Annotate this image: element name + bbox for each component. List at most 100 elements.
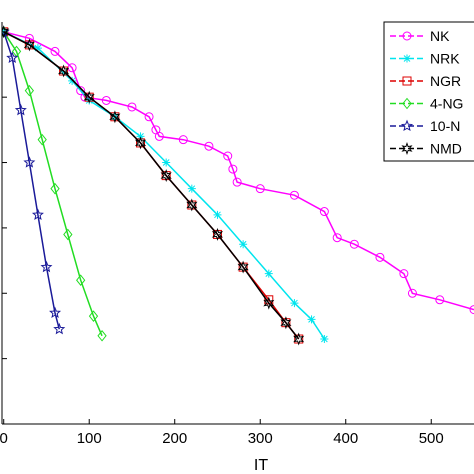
data-point [127,102,137,112]
data-point [289,190,299,200]
legend-item: 4-NG [390,96,463,112]
legend-marker [402,31,412,41]
legend-label: 10-N [430,118,460,134]
legend-item: NK [390,28,450,44]
x-tick-label: 500 [419,430,444,447]
legend-item: NGR [390,73,461,89]
data-point [263,296,275,310]
data-point [237,260,249,274]
data-point [63,228,73,241]
legend-marker [403,54,411,63]
data-point [53,322,66,335]
data-point [162,158,171,167]
data-point [307,315,316,324]
data-point [109,110,121,124]
data-point [349,239,359,249]
data-point [186,198,198,212]
legend-label: 4-NG [430,96,463,112]
data-point [136,132,145,141]
data-point [320,335,329,344]
x-tick-label: 0 [0,430,8,447]
series-nrk [2,27,329,344]
data-point [134,136,147,150]
series-line [3,31,103,337]
legend-box [383,21,474,162]
data-point [23,156,36,168]
legend: NK NRK NGR 4-NG 10-N NMD [383,21,474,162]
x-tick-label: 100 [77,430,102,447]
data-point [144,112,154,122]
data-point [31,208,44,220]
data-point [24,33,34,43]
series-line [3,31,300,340]
x-tick-label: 200 [162,430,187,447]
data-point [204,141,214,151]
data-point [37,133,47,146]
x-axis-label: IT [254,457,268,474]
data-point [50,46,60,56]
data-point [290,299,299,308]
data-point [50,182,60,195]
series-nmd [2,25,305,346]
data-point [375,252,385,262]
data-point [178,135,188,145]
data-point [469,305,474,315]
data-point [280,316,292,330]
data-point [293,332,305,346]
legend-marker [402,76,412,86]
legend-item: NMD [390,141,462,157]
series-10-n [2,25,66,335]
data-point [435,295,445,305]
legend-marker [401,142,413,155]
data-point [97,329,107,342]
data-point [85,96,94,105]
data-point [88,310,99,322]
data-point [83,90,95,104]
data-point [6,51,19,64]
data-point [14,103,27,116]
series-line [2,31,61,330]
x-tick-label: 400 [333,430,358,447]
data-point [68,76,77,85]
legend-label: NRK [430,51,460,67]
data-point [49,306,62,318]
series-4-ng [2,26,107,342]
plot-area [2,25,474,346]
data-point [239,240,248,249]
data-point [40,260,53,273]
data-point [223,151,233,161]
data-point [76,274,86,286]
data-point [154,131,164,141]
data-point [319,207,329,217]
legend-marker [402,97,412,110]
data-point [232,177,242,187]
data-point [187,184,196,193]
x-tick-label: 300 [248,430,273,447]
data-point [228,164,238,174]
data-point [264,269,273,278]
data-point [57,64,70,78]
legend-label: NGR [430,73,461,89]
data-point [255,184,265,194]
legend-item: 10-N [390,118,460,134]
legend-marker [400,119,414,132]
legend-label: NMD [430,141,462,157]
data-point [407,288,417,298]
data-point [101,95,111,105]
data-point [24,84,35,97]
data-point [211,227,224,241]
data-point [399,269,409,279]
data-point [23,38,35,52]
data-point [213,210,222,219]
data-point [76,86,86,96]
data-point [2,25,10,39]
legend-label: NK [430,28,450,44]
series-line [3,31,326,340]
data-point [332,233,342,243]
data-point [33,44,42,53]
legend-item: NRK [390,51,460,67]
data-point [160,169,172,182]
series-line [3,31,300,340]
data-point [67,63,77,73]
